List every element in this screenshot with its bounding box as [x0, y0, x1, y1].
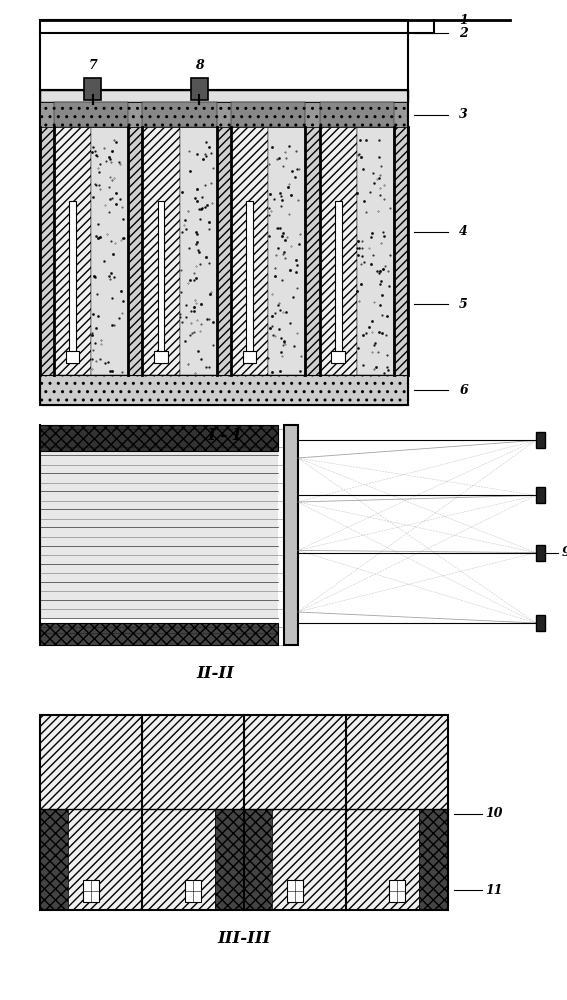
Bar	[231, 127, 268, 375]
Text: II-II: II-II	[197, 665, 234, 682]
Bar	[346, 715, 448, 809]
Bar	[158, 201, 164, 363]
Bar	[536, 545, 545, 561]
Bar	[40, 20, 408, 90]
Bar	[217, 127, 231, 377]
Bar	[54, 102, 128, 127]
Bar	[231, 102, 306, 127]
Text: 3: 3	[459, 108, 468, 121]
Text: 10: 10	[485, 807, 502, 820]
Text: 7: 7	[88, 59, 97, 72]
Bar	[40, 102, 408, 127]
Text: 9: 9	[561, 546, 567, 559]
Bar	[68, 809, 142, 910]
Bar	[83, 880, 99, 902]
Bar	[40, 127, 54, 377]
Bar	[268, 127, 306, 375]
Bar	[180, 127, 217, 375]
Bar	[284, 425, 298, 645]
Bar	[287, 880, 303, 902]
Bar	[40, 451, 278, 617]
Bar	[142, 102, 217, 127]
Bar	[536, 615, 545, 631]
Bar	[357, 127, 394, 375]
Bar	[54, 127, 91, 375]
Bar	[154, 351, 168, 363]
Bar	[389, 880, 405, 902]
Bar	[320, 102, 394, 127]
Bar	[40, 102, 408, 405]
Bar	[335, 201, 342, 363]
Bar	[66, 351, 79, 363]
Bar	[536, 487, 545, 503]
Bar	[40, 623, 278, 645]
Text: 6: 6	[459, 383, 468, 396]
Bar	[40, 90, 408, 102]
Bar	[346, 809, 420, 910]
Text: 8: 8	[195, 59, 204, 72]
Bar	[246, 201, 253, 363]
Bar	[272, 809, 346, 910]
Bar	[394, 127, 408, 377]
Bar	[142, 715, 244, 809]
Text: 5: 5	[459, 298, 468, 311]
Text: 2: 2	[459, 27, 468, 40]
Bar	[40, 90, 408, 405]
Text: 1: 1	[459, 14, 468, 27]
Bar	[128, 127, 142, 377]
Bar	[332, 351, 345, 363]
Bar	[185, 880, 201, 902]
Bar	[40, 715, 448, 910]
Bar	[142, 809, 215, 910]
Bar	[91, 127, 128, 375]
Text: III-III: III-III	[217, 930, 270, 947]
Bar	[84, 78, 101, 100]
Text: I - I: I - I	[207, 427, 241, 444]
Bar	[420, 809, 448, 910]
Bar	[40, 809, 68, 910]
Bar	[215, 809, 244, 910]
Bar	[536, 432, 545, 448]
Bar	[40, 715, 142, 809]
Bar	[244, 715, 346, 809]
Bar	[244, 809, 272, 910]
Bar	[191, 78, 208, 100]
Bar	[306, 127, 320, 377]
Text: 11: 11	[485, 884, 502, 896]
Bar	[40, 375, 408, 405]
Bar	[142, 127, 180, 375]
Bar	[69, 201, 76, 363]
Bar	[40, 425, 278, 451]
Bar	[320, 127, 357, 375]
Bar	[243, 351, 256, 363]
Text: 4: 4	[459, 225, 468, 238]
